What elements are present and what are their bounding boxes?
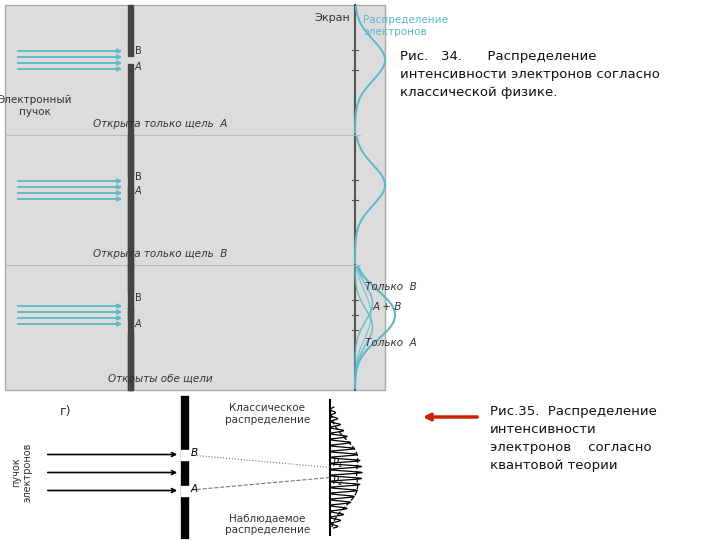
Text: A + B: A + B bbox=[373, 302, 402, 312]
Text: квантовой теории: квантовой теории bbox=[490, 459, 618, 472]
Text: Только  A: Только A bbox=[365, 338, 417, 348]
Bar bbox=[128, 307, 133, 319]
Text: Открыты обе щели: Открыты обе щели bbox=[108, 374, 212, 384]
Text: $P_2$: $P_2$ bbox=[332, 475, 343, 488]
Bar bbox=[5, 5, 385, 390]
Text: Классическое
распределение: Классическое распределение bbox=[225, 403, 310, 424]
Text: A: A bbox=[135, 319, 142, 329]
Bar bbox=[128, 333, 133, 390]
Text: B: B bbox=[135, 46, 142, 56]
Bar bbox=[128, 64, 133, 390]
Text: A: A bbox=[191, 483, 198, 494]
Text: электронов    согласно: электронов согласно bbox=[490, 441, 652, 454]
Text: B: B bbox=[191, 448, 198, 457]
Text: Рис.   34.      Распределение
интенсивности электронов согласно
классической физ: Рис. 34. Распределение интенсивности эле… bbox=[400, 50, 660, 99]
Text: $P_1$: $P_1$ bbox=[332, 456, 343, 470]
Text: Экран: Экран bbox=[314, 13, 350, 23]
Text: B: B bbox=[135, 293, 142, 303]
Text: B: B bbox=[135, 172, 142, 182]
Text: пучок
электронов: пучок электронов bbox=[12, 443, 33, 502]
Text: электронов: электронов bbox=[363, 27, 427, 37]
Text: г): г) bbox=[60, 405, 71, 418]
Bar bbox=[128, 265, 133, 293]
Bar bbox=[181, 449, 190, 460]
Text: Рис.35.  Распределение: Рис.35. Распределение bbox=[490, 405, 657, 418]
Text: Открыта только щель  А: Открыта только щель А bbox=[93, 119, 228, 129]
Text: Только  B: Только B bbox=[365, 282, 417, 292]
Bar bbox=[0, 395, 720, 540]
Bar bbox=[128, 46, 133, 56]
Bar bbox=[181, 485, 190, 496]
Text: A: A bbox=[135, 62, 142, 72]
Text: A: A bbox=[135, 186, 142, 196]
Text: Электронный
пучок: Электронный пучок bbox=[0, 95, 72, 117]
Text: Открыта только щель  В: Открыта только щель В bbox=[93, 249, 228, 259]
Text: Наблюдаемое
распределение: Наблюдаемое распределение bbox=[225, 514, 310, 535]
Text: интенсивности: интенсивности bbox=[490, 423, 597, 436]
Text: Распределение: Распределение bbox=[363, 15, 448, 25]
Bar bbox=[128, 5, 133, 47]
Bar bbox=[128, 135, 133, 176]
Bar bbox=[128, 186, 133, 265]
